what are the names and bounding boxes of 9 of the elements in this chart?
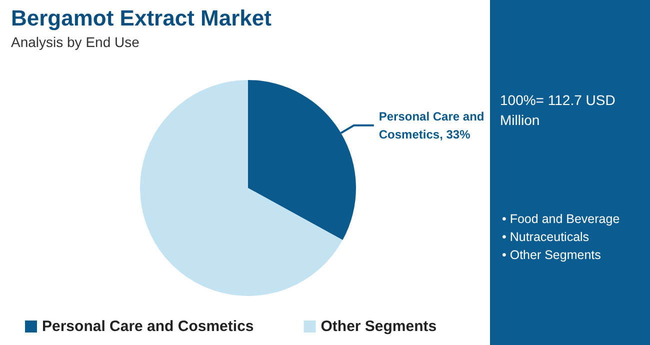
- legend-label: Personal Care and Cosmetics: [42, 318, 254, 335]
- chart-subtitle: Analysis by End Use: [11, 34, 140, 50]
- text: • Other Segments: [502, 248, 601, 262]
- text: • Nutraceuticals: [502, 230, 590, 244]
- data-label: Personal Care and Cosmetics, 33%: [378, 109, 488, 142]
- chart-title: Bergamot Extract Market: [11, 6, 272, 30]
- text: 100%= 112.7 USD Million: [500, 91, 616, 130]
- text: • Food and Beverage: [502, 212, 620, 226]
- legend-label: Other Segments: [320, 318, 437, 335]
